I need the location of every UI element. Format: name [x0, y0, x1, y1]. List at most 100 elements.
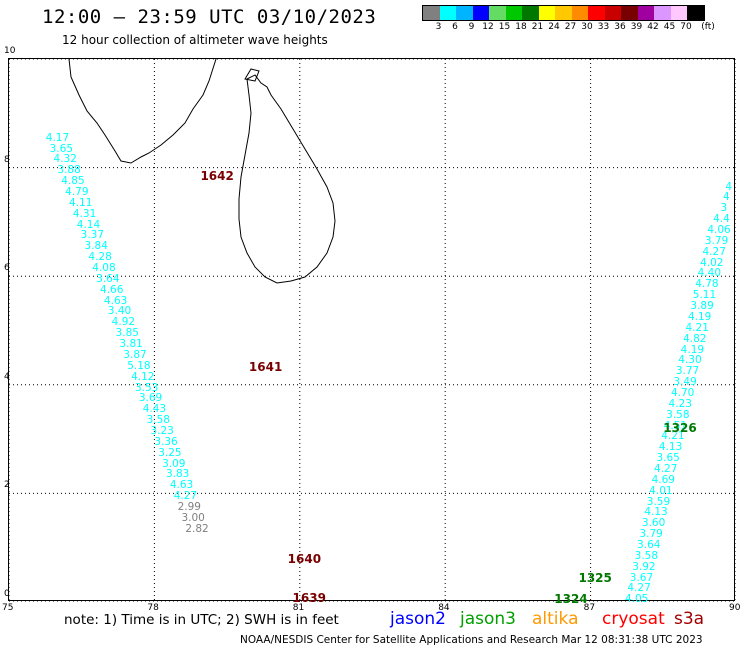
wave-height-value: 5.18 — [127, 359, 151, 372]
pass-time-label: 1641 — [248, 360, 283, 375]
wave-height-value: 4.05 — [624, 593, 649, 606]
wave-height-value: 4.63 — [169, 479, 194, 492]
legend-label: 15 — [498, 22, 511, 32]
wave-height-value: 4.92 — [111, 316, 136, 329]
legend-swatch — [538, 6, 555, 20]
wave-height-value: 4.02 — [700, 256, 724, 269]
wave-height-value: 4.08 — [92, 262, 116, 275]
legend-swatch — [621, 6, 638, 20]
legend-swatch — [522, 6, 539, 20]
pass-time-label: 1324 — [554, 592, 588, 607]
wave-height-value: 3.49 — [673, 376, 697, 389]
wave-height-value: 3.09 — [162, 457, 186, 470]
satellite-name: jason2 — [390, 609, 446, 629]
legend-label: 36 — [614, 22, 626, 32]
wave-height-value: 3.67 — [629, 571, 654, 584]
wave-height-value: 4.69 — [651, 473, 675, 486]
wave-height-value: 4.23 — [668, 397, 692, 410]
wave-height-value: 4 — [725, 180, 733, 193]
legend-swatch — [423, 6, 440, 20]
legend-unit: (ft) — [701, 22, 715, 32]
legend-label: 3 — [435, 22, 442, 32]
wave-height-value: 4.40 — [697, 267, 722, 280]
jaffna-peninsula — [244, 68, 260, 82]
wave-height-value: 3.89 — [690, 300, 714, 313]
wave-height-value: 4.79 — [65, 186, 89, 199]
legend-label: 30 — [581, 22, 593, 32]
pass-time-label: 1642 — [200, 168, 234, 183]
y-tick-label: 0 — [4, 589, 10, 599]
pass-time-label: 1640 — [287, 551, 322, 566]
wave-height-value: 3.84 — [84, 240, 108, 253]
wave-height-value: 4.43 — [142, 403, 167, 416]
x-tick-label: 87 — [583, 603, 596, 613]
legend-label: 12 — [482, 22, 494, 32]
legend-swatch — [571, 6, 588, 20]
legend-swatch — [505, 6, 522, 20]
wave-height-value: 3.58 — [146, 414, 170, 427]
wave-height-value: 4.19 — [687, 310, 712, 323]
wave-height-value: 3.69 — [138, 392, 163, 405]
wave-height-value: 3.79 — [639, 528, 663, 541]
legend-swatch — [654, 6, 671, 20]
legend-label: 18 — [515, 22, 527, 32]
legend-swatch — [588, 6, 605, 20]
page-subtitle: 12 hour collection of altimeter wave hei… — [62, 33, 328, 47]
wave-height-value: 3.23 — [150, 424, 174, 437]
wave-height-value: 2.99 — [177, 500, 201, 513]
wave-height-value: 3.36 — [154, 435, 178, 448]
wave-height-value: 4.19 — [680, 343, 705, 356]
legend-label: 24 — [548, 22, 560, 32]
wave-height-value: 3.92 — [632, 560, 656, 573]
pass-time-label: 1639 — [292, 591, 326, 606]
wave-height-value: 3.58 — [634, 549, 659, 562]
wave-height-value: 4.63 — [103, 294, 128, 307]
wave-height-value: 3.25 — [158, 446, 182, 459]
wave-height-value: 4.32 — [53, 153, 77, 166]
legend-label: 21 — [531, 22, 544, 32]
map-plot-area: 4.17 3.65 4.32 3.88 4.85 4.79 4.11 4.31 4.14 3.37… — [8, 58, 736, 606]
y-tick-label: 8 — [4, 154, 10, 165]
wave-height-value: 3.79 — [704, 234, 729, 247]
satellite-name: cryosat — [602, 609, 665, 629]
wave-height-value: 4.13 — [644, 506, 668, 519]
sri-lanka-coastline — [238, 74, 336, 284]
wave-height-value: 4.51 — [663, 419, 688, 432]
x-tick-label: 78 — [147, 603, 159, 613]
wave-height-value: 3.59 — [646, 495, 671, 508]
legend-label: 33 — [597, 22, 610, 32]
y-tick-label: 6 — [4, 263, 10, 274]
y-tick-label: 2 — [4, 480, 10, 491]
color-legend — [422, 5, 705, 21]
wave-height-value: 3.64 — [637, 538, 661, 551]
wave-height-value: 5.11 — [692, 289, 717, 302]
footnote: note: 1) Time is in UTC; 2) SWH is in fe… — [64, 612, 339, 628]
legend-swatch — [489, 6, 506, 20]
wave-height-value: 4.11 — [69, 196, 93, 209]
wave-height-value: 3.00 — [181, 511, 205, 524]
wave-height-value: 4.30 — [678, 354, 702, 367]
legend-label: 9 — [468, 22, 475, 32]
wave-height-value: 4.14 — [76, 218, 101, 231]
wave-height-value: 3.37 — [80, 229, 105, 242]
x-tick-label: 75 — [2, 603, 14, 613]
wave-height-value: 4.27 — [627, 582, 651, 595]
legend-swatch — [687, 6, 704, 20]
legend-label: 6 — [452, 22, 458, 32]
legend-swatch — [637, 6, 654, 20]
wave-height-value: 4.27 — [173, 490, 198, 503]
satellite-name: jason3 — [460, 609, 516, 629]
pass-time-label: 1326 — [663, 421, 697, 436]
legend-label: 39 — [630, 22, 643, 32]
satellite-name: s3a — [674, 609, 705, 629]
pass-time-label: 1325 — [578, 570, 612, 585]
wave-height-value: 3.77 — [675, 365, 700, 378]
wave-height-value: 3.81 — [119, 338, 143, 351]
legend-swatch — [472, 6, 489, 20]
wave-height-value: 3.60 — [641, 517, 666, 530]
legend-label: 27 — [564, 22, 577, 32]
wave-height-value: 4.78 — [695, 278, 719, 291]
wave-height-value: 3.83 — [165, 468, 190, 481]
legend-swatch — [555, 6, 572, 20]
wave-height-value: 3.65 — [49, 142, 74, 155]
